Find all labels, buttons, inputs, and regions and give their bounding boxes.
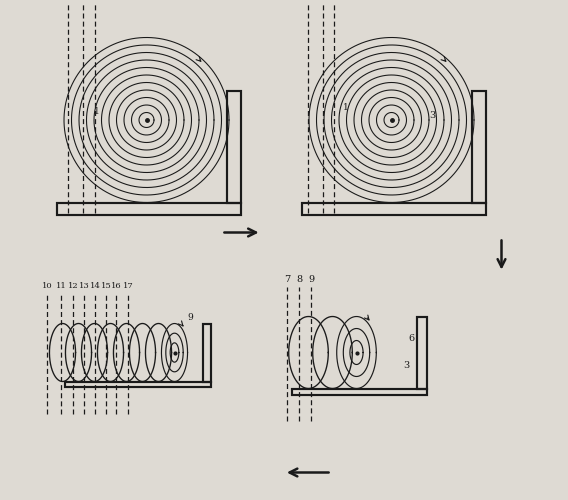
Bar	[302, 202, 486, 215]
Text: 9: 9	[187, 313, 193, 322]
Bar	[292, 388, 427, 395]
Text: 15: 15	[101, 282, 111, 290]
Text: 6: 6	[408, 334, 415, 342]
Text: 11: 11	[56, 282, 67, 290]
Text: 3: 3	[403, 360, 410, 370]
Text: 9: 9	[308, 274, 314, 283]
Text: 10: 10	[41, 282, 52, 290]
Text: 14: 14	[90, 282, 101, 290]
Text: 1: 1	[343, 103, 349, 112]
Bar	[203, 324, 211, 382]
Bar	[416, 316, 427, 388]
Text: 17: 17	[123, 282, 133, 290]
Bar	[57, 202, 241, 215]
Text: 12: 12	[68, 282, 78, 290]
Text: 16: 16	[111, 282, 122, 290]
Text: 1: 1	[94, 108, 100, 116]
Text: 3: 3	[429, 110, 435, 120]
Text: 7: 7	[284, 274, 290, 283]
Text: 8: 8	[296, 274, 302, 283]
Text: 13: 13	[78, 282, 89, 290]
Bar	[65, 382, 211, 386]
Bar	[471, 91, 486, 202]
Bar	[227, 91, 241, 202]
